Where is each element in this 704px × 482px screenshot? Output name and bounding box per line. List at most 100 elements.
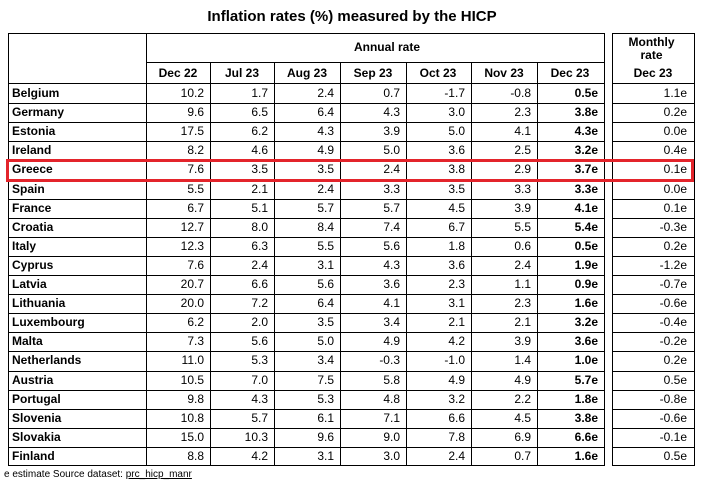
table-cell: 0.2e [663,238,687,253]
table-cell: 12.7 [180,219,204,234]
table-cell: 6.7 [187,200,204,215]
table-cell: 3.0 [448,105,465,120]
table-row: Germany 9.6 6.5 6.4 4.3 3.0 2.3 3.8e 0.2e [0,103,704,122]
table-cell: 4.2 [448,334,465,349]
table-cell: 10.5 [180,372,204,387]
greece-highlight-box [6,159,694,182]
country-name: Greece [12,162,53,177]
table-cell: 4.8 [383,391,400,406]
table-cell: 6.6 [251,277,268,291]
table-cell: 7.8 [448,429,465,444]
table-cell: -0.2e [659,334,687,349]
table-cell: 3.9 [514,334,531,349]
table-cell: 2.3 [448,277,465,291]
table-cell: 4.1 [514,124,531,139]
table-cell: 6.6e [574,429,598,444]
table-cell: 5.0 [448,124,465,139]
table-row: Ireland 8.2 4.6 4.9 5.0 3.6 2.5 3.2e 0.4e [0,141,704,160]
table-cell: 2.4 [514,257,531,272]
country-name: Estonia [12,124,56,139]
table-cell: 10.8 [180,410,204,425]
annual-rate-header: Annual rate [353,40,420,54]
table-cell: 2.9 [514,162,531,177]
table-row: Belgium 10.2 1.7 2.4 0.7 -1.7 -0.8 0.5e 1.1e [0,84,704,103]
table-cell: 5.0 [317,334,334,349]
table-cell: -0.8e [659,391,687,406]
table-cell: 6.2 [251,124,268,139]
table-cell: 10.3 [244,429,268,444]
table-row: France 6.7 5.1 5.7 5.7 4.5 3.9 4.1e 0.1e [0,199,704,218]
table-cell: 0.0e [663,181,687,196]
table-cell: -0.6e [659,410,687,425]
table-cell: 4.2 [251,448,268,463]
table-cell: 0.5e [574,86,598,100]
table-cell: -1.0 [444,353,465,368]
table-cell: 7.3 [187,334,204,349]
table-row: Slovakia 15.0 10.3 9.6 9.0 7.8 6.9 6.6e -0.1e [0,428,704,447]
column-header: Dec 22 [158,66,198,80]
table-cell: 0.0e [663,124,687,139]
column-header: Aug 23 [286,66,327,80]
table-cell: 5.7e [574,372,598,387]
table-cell: 5.6 [317,277,334,291]
table-cell: 6.1 [317,410,334,425]
table-cell: 15.0 [180,429,204,444]
source-dataset-link[interactable]: prc_hicp_manr [125,469,192,480]
table-cell: 8.8 [187,448,204,463]
table-cell: -1.7 [444,86,465,100]
table-row: Lithuania 20.0 7.2 6.4 4.1 3.1 2.3 1.6e -0.6e [0,294,704,313]
country-name: Luxembourg [12,315,85,330]
table-cell: 4.1 [383,296,400,311]
country-name: Latvia [12,277,47,291]
table-cell: 5.3 [317,391,334,406]
column-header: Oct 23 [419,66,457,80]
table-cell: 3.8 [448,162,465,177]
table-cell: 6.5 [251,105,268,120]
country-name: Italy [12,238,37,253]
country-name: Netherlands [12,353,82,368]
table-cell: 0.2e [663,105,687,120]
table-cell: -0.1e [659,429,687,444]
table-cell: 1.7 [251,86,268,100]
table-cell: 4.3 [251,391,268,406]
table-cell: 3.5 [448,181,465,196]
country-name: Spain [12,181,45,196]
table-cell: 7.1 [383,410,400,425]
table-cell: 0.9e [574,277,598,291]
table-cell: -0.4e [659,315,687,330]
table-cell: 3.4 [383,315,400,330]
table-cell: 6.7 [448,219,465,234]
table-cell: 4.5 [514,410,531,425]
table-cell: 0.4e [663,143,687,158]
table-cell: 0.1e [663,162,687,177]
footnote-text: e estimate Source dataset: [4,469,126,480]
country-name: Finland [12,448,55,463]
table-cell: 1.6e [574,296,598,311]
table-cell: 1.8 [448,238,465,253]
table-cell: 5.7 [251,410,268,425]
table-cell: 4.3 [383,257,400,272]
table-cell: 5.7 [383,200,400,215]
country-name: Croatia [12,219,54,234]
country-name: Germany [12,105,65,120]
column-header: Dec 23 [550,66,590,80]
table-row: Estonia 17.5 6.2 4.3 3.9 5.0 4.1 4.3e 0.0e [0,122,704,141]
table-row: Cyprus 7.6 2.4 3.1 4.3 3.6 2.4 1.9e -1.2e [0,256,704,275]
table-row: Latvia 20.7 6.6 5.6 3.6 2.3 1.1 0.9e -0.7e [0,275,704,294]
table-cell: 2.5 [514,143,531,158]
table-cell: 2.4 [448,448,465,463]
table-cell: 1.1 [514,277,531,291]
table-cell: 7.0 [251,372,268,387]
table-row: Luxembourg 6.2 2.0 3.5 3.4 2.1 2.1 3.2e -0.4e [0,313,704,332]
table-cell: 7.6 [187,162,204,177]
table-cell: 3.6 [448,143,465,158]
table-cell: 4.9 [317,143,334,158]
table-cell: 4.3 [383,105,400,120]
table-row: Austria 10.5 7.0 7.5 5.8 4.9 4.9 5.7e 0.5e [0,371,704,390]
table-cell: 2.1 [514,315,531,330]
table-cell: 3.1 [448,296,465,311]
table-cell: 8.0 [251,219,268,234]
table-cell: 3.3 [514,181,531,196]
table-cell: 6.6 [448,410,465,425]
table-cell: 1.4 [514,353,531,368]
